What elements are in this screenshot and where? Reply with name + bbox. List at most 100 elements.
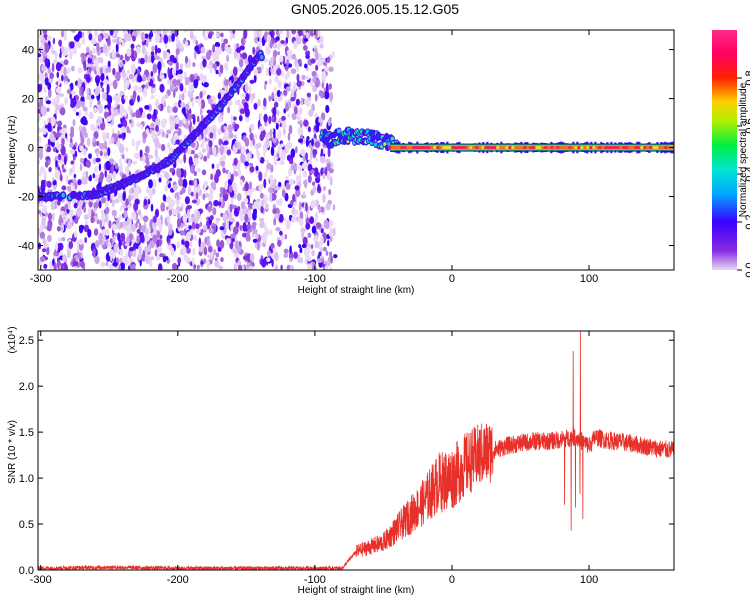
noise-dot <box>150 122 155 128</box>
noise-dot <box>199 91 203 99</box>
noise-dot <box>237 66 244 72</box>
noise-dot <box>266 159 269 164</box>
noise-dot <box>302 170 308 178</box>
noise-dot <box>276 68 282 76</box>
noise-dot <box>294 57 298 68</box>
noise-dot <box>44 72 48 79</box>
noise-dot <box>259 133 265 142</box>
noise-dot <box>122 119 128 129</box>
noise-dot <box>288 101 292 109</box>
noise-dot <box>124 242 130 247</box>
noise-dot <box>216 163 219 170</box>
noise-dot <box>139 57 145 65</box>
noise-dot <box>299 247 303 254</box>
noise-dot <box>161 61 165 68</box>
noise-dot <box>115 43 119 53</box>
noise-dot <box>165 256 169 261</box>
noise-dot <box>61 262 64 270</box>
noise-dot <box>162 255 167 263</box>
noise-dot <box>65 174 69 184</box>
noise-dot <box>135 185 141 195</box>
noise-dot <box>175 61 179 71</box>
noise-dot <box>228 185 233 193</box>
noise-dot <box>179 83 184 92</box>
noise-dot <box>181 239 185 246</box>
noise-dot <box>281 120 287 129</box>
noise-dot <box>259 221 265 229</box>
noise-dot <box>66 89 73 95</box>
noise-dot <box>240 93 246 98</box>
noise-dot <box>225 85 229 94</box>
noise-dot <box>192 247 196 256</box>
noise-dot <box>302 138 306 145</box>
noise-dot <box>101 212 106 222</box>
noise-dot <box>127 69 130 74</box>
noise-dot <box>108 220 112 229</box>
noise-dot <box>134 152 140 160</box>
noise-dot <box>169 83 175 92</box>
noise-dot <box>113 108 119 117</box>
noise-dot <box>233 123 240 130</box>
noise-dot <box>294 185 300 191</box>
noise-dot <box>105 261 109 267</box>
noise-dot <box>98 163 102 172</box>
noise-dot <box>98 238 103 245</box>
noise-dot <box>216 32 220 38</box>
noise-dot <box>142 154 146 164</box>
noise-dot <box>322 172 326 180</box>
noise-dot <box>82 148 87 156</box>
noise-dot <box>128 73 134 80</box>
noise-dot <box>319 155 326 164</box>
noise-dot <box>108 139 113 145</box>
noise-dot <box>313 167 319 178</box>
noise-dot <box>314 212 319 221</box>
noise-dot <box>132 250 137 258</box>
noise-dot <box>81 36 85 45</box>
noise-dot <box>202 193 206 200</box>
noise-dot <box>219 145 225 155</box>
noise-dot <box>229 33 233 41</box>
noise-dot <box>274 213 280 220</box>
noise-dot <box>88 33 93 41</box>
noise-dot <box>43 263 48 269</box>
noise-dot <box>160 144 166 152</box>
noise-dot <box>130 194 134 200</box>
noise-dot <box>114 198 120 204</box>
noise-dot <box>316 199 319 209</box>
noise-dot <box>46 180 52 188</box>
noise-dot <box>234 99 240 105</box>
noise-dot <box>168 147 174 155</box>
noise-dot <box>192 34 197 44</box>
noise-dot <box>157 61 162 71</box>
noise-dot <box>75 41 82 49</box>
noise-dot <box>80 252 84 259</box>
noise-dot <box>188 113 192 122</box>
noise-dot <box>307 255 311 262</box>
noise-dot <box>305 54 310 60</box>
noise-dot <box>309 216 315 225</box>
noise-dot <box>179 206 183 212</box>
noise-dot <box>58 242 64 251</box>
noise-dot <box>76 100 80 106</box>
noise-dot <box>131 112 137 118</box>
noise-dot <box>98 104 103 114</box>
noise-dot <box>57 153 62 161</box>
noise-dot <box>153 215 157 224</box>
noise-dot <box>269 40 273 49</box>
noise-dot <box>184 240 190 248</box>
noise-dot <box>210 250 213 259</box>
noise-dot <box>88 111 94 120</box>
noise-dot <box>107 60 111 68</box>
noise-dot <box>147 76 151 83</box>
noise-dot <box>133 182 137 189</box>
noise-dot <box>122 192 126 201</box>
noise-dot <box>316 61 321 67</box>
noise-dot <box>294 209 300 215</box>
noise-dot <box>202 224 208 231</box>
noise-dot <box>85 75 91 83</box>
noise-dot <box>223 140 229 146</box>
noise-dot <box>314 94 318 102</box>
noise-dot <box>283 89 288 96</box>
noise-dot <box>321 71 327 81</box>
